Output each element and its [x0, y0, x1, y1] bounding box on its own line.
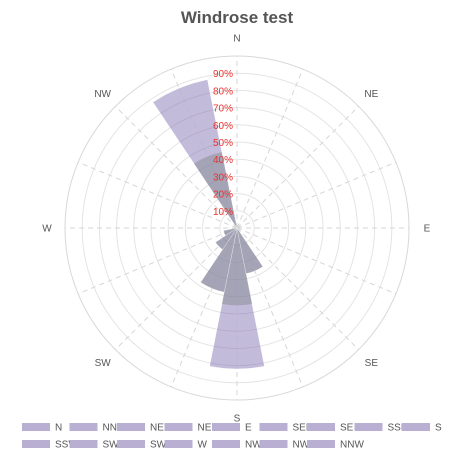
grid-spoke — [236, 227, 359, 350]
sector-layer — [152, 79, 265, 370]
legend-label-sse[interactable]: SSE — [388, 423, 408, 434]
radial-tick-label: 60% — [213, 121, 233, 132]
sector-ssw[interactable] — [200, 227, 238, 293]
direction-label-e: E — [424, 224, 431, 235]
legend-label-s[interactable]: S — [435, 423, 442, 434]
radial-tick-label: 50% — [213, 138, 233, 149]
legend-swatch[interactable] — [259, 440, 288, 448]
legend-label-nw[interactable]: NW — [293, 440, 310, 451]
grid-spoke — [236, 227, 397, 295]
legend: N NNE NE NEE E SEE SE SSE S SSW SW SWW W NWW NW NNW — [22, 423, 442, 451]
sector-band-line — [208, 177, 227, 186]
grid-spoke — [77, 161, 238, 229]
sector-band-line — [216, 328, 258, 332]
direction-label-sw: SW — [95, 358, 112, 369]
sector-band-line — [240, 242, 247, 246]
legend-swatch[interactable] — [402, 423, 430, 431]
sector-band-line — [222, 237, 228, 243]
legend-label-nee[interactable]: NEE — [198, 423, 219, 434]
grid-spoke — [115, 106, 238, 229]
radial-tick-label: 20% — [213, 190, 233, 201]
sector-core — [200, 228, 237, 293]
sector-band-line — [179, 126, 217, 143]
legend-label-sww[interactable]: SWW — [150, 440, 176, 451]
radial-tick-label: 30% — [213, 172, 233, 183]
sector-band-line — [208, 270, 227, 279]
sector-band-line — [217, 256, 231, 263]
radial-tick-label: 10% — [213, 207, 233, 218]
legend-label-se[interactable]: SE — [340, 423, 354, 434]
grid-spoke — [77, 227, 238, 295]
legend-label-n[interactable]: N — [55, 423, 62, 434]
direction-label-ne: NE — [364, 89, 378, 100]
direction-label-se: SE — [365, 358, 379, 369]
sector-s[interactable] — [209, 227, 265, 370]
sector-core — [193, 152, 237, 228]
chart-title: Windrose test — [180, 8, 294, 27]
sector-sse[interactable] — [236, 227, 264, 274]
sector-band-line — [227, 210, 234, 214]
legend-label-see[interactable]: SEE — [293, 423, 313, 434]
sector-band-line — [243, 256, 257, 263]
sector-band-line — [220, 312, 254, 315]
sector-core — [237, 228, 263, 274]
legend-label-ne[interactable]: NE — [150, 423, 164, 434]
direction-label-s: S — [234, 414, 241, 425]
legend-swatch[interactable] — [259, 423, 288, 431]
legend-swatch[interactable] — [22, 440, 50, 448]
legend-label-ssw[interactable]: SSW — [55, 440, 78, 451]
sector-band-line — [223, 295, 251, 298]
legend-swatch[interactable] — [69, 440, 98, 448]
sector-band-line — [198, 160, 224, 172]
legend-swatch[interactable] — [117, 440, 145, 448]
legend-swatch[interactable] — [212, 423, 240, 431]
legend-label-e[interactable]: E — [245, 423, 252, 434]
legend-swatch[interactable] — [164, 423, 193, 431]
sector-band-line — [210, 362, 264, 366]
legend-swatch[interactable] — [307, 440, 335, 448]
grid-spoke — [115, 227, 238, 350]
sector-band-line — [160, 92, 211, 114]
sector-band-line — [169, 109, 214, 129]
grid-layer — [64, 55, 410, 401]
sector-core — [223, 228, 237, 236]
direction-label-n: N — [233, 34, 240, 45]
legend-swatch[interactable] — [307, 423, 335, 431]
sector-band-line — [217, 193, 231, 200]
grid-spoke — [236, 106, 359, 229]
legend-swatch[interactable] — [22, 423, 50, 431]
sector-core — [221, 228, 253, 306]
legend-label-sw[interactable]: SW — [103, 440, 120, 451]
legend-swatch[interactable] — [117, 423, 145, 431]
legend-swatch[interactable] — [69, 423, 98, 431]
legend-label-nww[interactable]: NWW — [245, 440, 272, 451]
sector-nnw[interactable] — [152, 79, 238, 229]
legend-swatch[interactable] — [354, 423, 383, 431]
sector-band-line — [189, 143, 221, 157]
direction-label-nw: NW — [94, 89, 111, 100]
sector-sw[interactable] — [215, 227, 238, 250]
grid-spoke — [236, 68, 304, 229]
sector-sww[interactable] — [223, 227, 238, 236]
grid-spoke — [236, 161, 397, 229]
radial-tick-label: 90% — [213, 69, 233, 80]
label-layer: N NE E SE S SW W NW 10% 20% 30% 40% 50% 60% 70% 80% 90% — [42, 34, 430, 425]
legend-swatch[interactable] — [212, 440, 240, 448]
sector-band-line — [213, 345, 261, 349]
direction-label-w: W — [42, 224, 52, 235]
legend-label-nnw[interactable]: NNW — [340, 440, 364, 451]
radial-tick-label: 80% — [213, 86, 233, 97]
legend-label-w[interactable]: W — [198, 440, 208, 451]
radial-tick-label: 40% — [213, 155, 233, 166]
radial-tick-label: 70% — [213, 104, 233, 115]
legend-label-nne[interactable]: NNE — [103, 423, 124, 434]
sector-core — [215, 228, 237, 250]
legend-swatch[interactable] — [164, 440, 193, 448]
